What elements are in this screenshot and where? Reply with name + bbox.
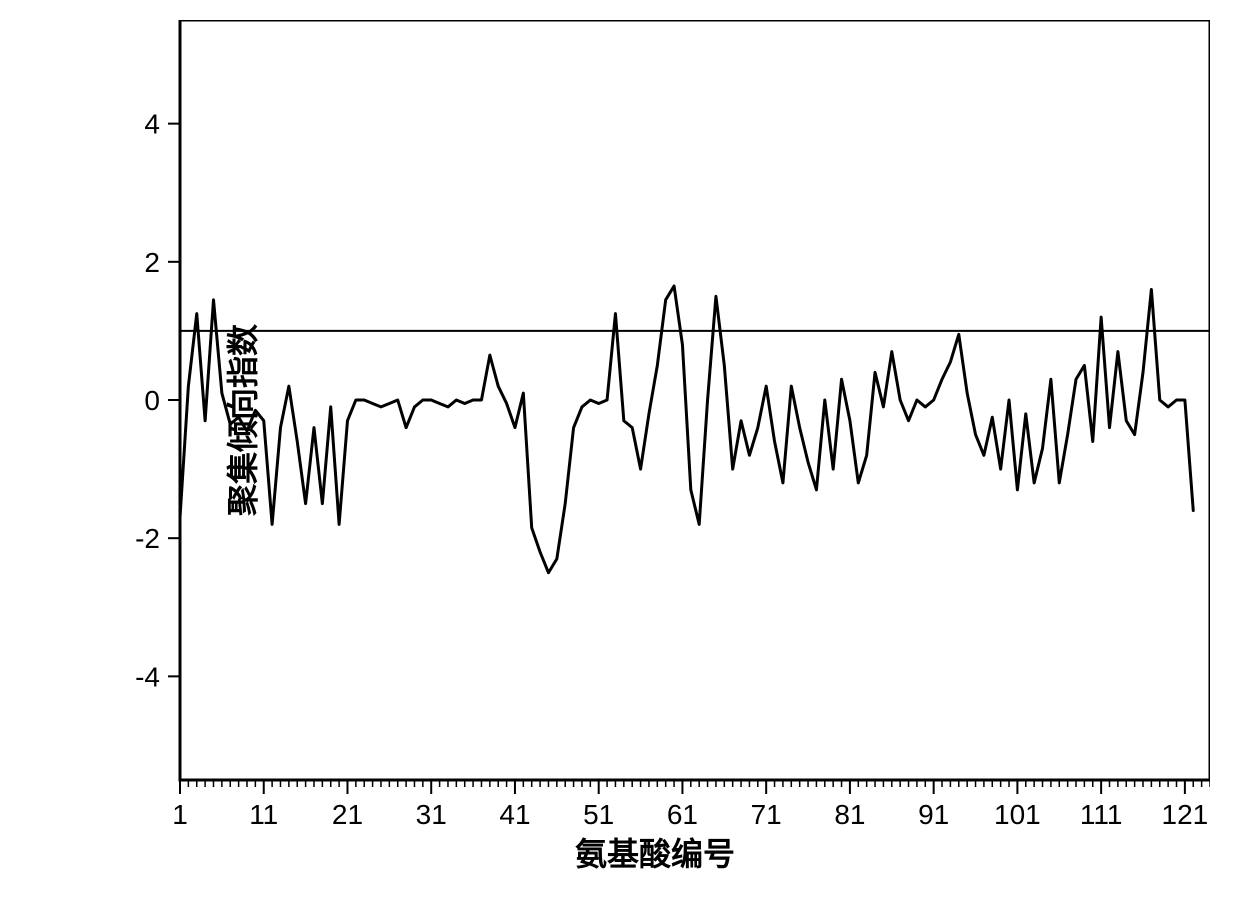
line-chart-svg: -4-20241112131415161718191101111121 xyxy=(100,20,1210,840)
svg-text:11: 11 xyxy=(249,799,278,830)
svg-text:-4: -4 xyxy=(135,661,160,692)
svg-text:21: 21 xyxy=(332,799,363,830)
svg-text:81: 81 xyxy=(834,799,865,830)
svg-text:91: 91 xyxy=(918,799,949,830)
svg-text:101: 101 xyxy=(994,799,1041,830)
svg-text:121: 121 xyxy=(1162,799,1209,830)
svg-text:4: 4 xyxy=(144,109,160,140)
svg-text:111: 111 xyxy=(1080,799,1123,830)
y-axis-label: 聚集倾向指数 xyxy=(218,324,264,516)
svg-text:2: 2 xyxy=(144,247,160,278)
svg-text:31: 31 xyxy=(416,799,447,830)
svg-text:0: 0 xyxy=(144,385,160,416)
svg-text:1: 1 xyxy=(172,799,188,830)
svg-text:-2: -2 xyxy=(135,523,160,554)
svg-text:61: 61 xyxy=(667,799,698,830)
x-axis-label: 氨基酸编号 xyxy=(575,829,735,875)
svg-text:71: 71 xyxy=(751,799,782,830)
svg-text:51: 51 xyxy=(583,799,614,830)
chart-container: 聚集倾向指数 -4-202411121314151617181911011111… xyxy=(100,20,1210,880)
svg-text:41: 41 xyxy=(499,799,530,830)
